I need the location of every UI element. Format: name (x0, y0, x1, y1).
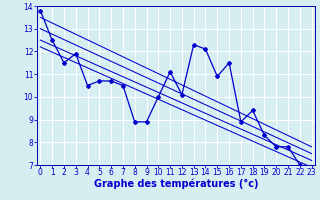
X-axis label: Graphe des températures (°c): Graphe des températures (°c) (94, 179, 258, 189)
